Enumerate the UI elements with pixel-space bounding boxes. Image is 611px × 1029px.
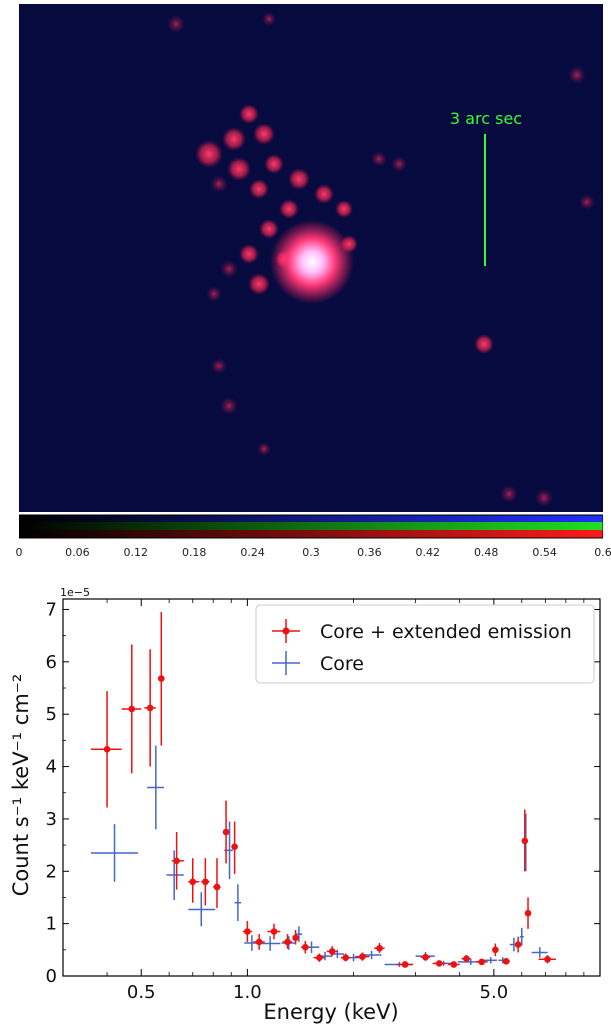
data-point bbox=[521, 809, 529, 872]
data-point bbox=[171, 832, 184, 890]
colorbar-tick-label: 0.42 bbox=[416, 546, 441, 559]
colorbar-red-channel bbox=[19, 530, 603, 538]
data-point bbox=[90, 691, 122, 808]
data-point bbox=[188, 858, 200, 903]
colorbar-tick-label: 0.6 bbox=[594, 546, 611, 559]
data-point bbox=[432, 960, 446, 967]
data-point bbox=[355, 952, 370, 961]
data-point bbox=[144, 649, 156, 767]
scale-bar-label: 3 arc sec bbox=[450, 109, 522, 128]
data-point bbox=[253, 934, 265, 950]
data-point bbox=[492, 943, 499, 957]
y-offset-label: 1e−5 bbox=[60, 586, 90, 599]
data-point bbox=[519, 927, 524, 946]
data-point bbox=[282, 934, 293, 949]
data-point bbox=[231, 821, 238, 874]
series-core bbox=[90, 745, 548, 968]
data-point bbox=[295, 926, 303, 942]
y-tick-label: 3 bbox=[46, 809, 57, 830]
x-axis-label: Energy (keV) bbox=[263, 1000, 398, 1024]
data-point bbox=[461, 955, 471, 963]
colorbar-green-channel bbox=[19, 522, 603, 530]
data-point bbox=[447, 961, 460, 968]
y-tick-label: 1 bbox=[46, 914, 57, 935]
data-point bbox=[157, 612, 165, 746]
series-core-extended bbox=[90, 612, 556, 968]
data-point bbox=[242, 921, 252, 942]
colorbar-tick-label: 0.54 bbox=[532, 546, 557, 559]
colorbar-tick-label: 0.24 bbox=[240, 546, 265, 559]
data-point bbox=[301, 940, 310, 954]
colorbar-ticks: 0 0.06 0.12 0.18 0.24 0.3 0.36 0.42 0.48 0.54 0.6 bbox=[16, 546, 611, 559]
data-point bbox=[166, 850, 184, 901]
data-point bbox=[420, 953, 431, 961]
data-point bbox=[396, 961, 414, 968]
data-point bbox=[476, 958, 488, 966]
spectrum-chart: 0 1 2 3 4 5 6 7 0.5 1.0 5.0 1e−5 Energy (keV) Coun… bbox=[9, 586, 601, 1024]
colorbar-tick-label: 0.06 bbox=[65, 546, 90, 559]
legend: Core + extended emission Core bbox=[255, 604, 595, 684]
data-point bbox=[502, 958, 510, 965]
data-point bbox=[267, 923, 281, 940]
data-point bbox=[524, 897, 532, 929]
plot-frame bbox=[62, 598, 601, 977]
data-point bbox=[90, 824, 139, 882]
diffuse-emission bbox=[167, 12, 595, 507]
data-point bbox=[313, 953, 325, 962]
x-tick-label: 1.0 bbox=[233, 982, 262, 1003]
data-point bbox=[531, 947, 548, 958]
data-point bbox=[234, 884, 242, 922]
xray-image-panel: 3 arc sec bbox=[19, 4, 603, 512]
y-tick-label: 2 bbox=[46, 861, 57, 882]
legend-marker-core bbox=[272, 651, 300, 675]
data-point bbox=[340, 953, 351, 962]
y-tick-label: 4 bbox=[46, 757, 57, 778]
colorbar-blue-channel bbox=[19, 515, 603, 522]
colorbar-tick-label: 0.36 bbox=[357, 546, 382, 559]
legend-marker-core-extended bbox=[272, 619, 300, 643]
colorbar bbox=[18, 514, 604, 540]
legend-label-core-extended: Core + extended emission bbox=[320, 621, 572, 643]
y-tick-label: 7 bbox=[46, 599, 57, 620]
data-point bbox=[201, 858, 210, 906]
colorbar-tick-label: 0 bbox=[16, 546, 23, 559]
y-tick-label: 6 bbox=[46, 652, 57, 673]
data-point bbox=[261, 936, 281, 951]
x-tick-label: 5.0 bbox=[480, 982, 509, 1003]
data-point bbox=[514, 936, 522, 953]
data-point bbox=[121, 644, 142, 774]
colorbar-tick-label: 0.12 bbox=[124, 546, 149, 559]
data-point bbox=[188, 892, 216, 927]
colorbar-tick-label: 0.3 bbox=[302, 546, 320, 559]
x-tick-label: 0.5 bbox=[127, 982, 156, 1003]
data-point bbox=[147, 745, 164, 830]
data-point bbox=[292, 929, 299, 945]
y-tick-label: 5 bbox=[46, 704, 57, 725]
y-axis-label: Count s⁻¹ keV⁻¹ cm⁻² bbox=[9, 674, 33, 897]
legend-box bbox=[255, 604, 595, 684]
y-tick-label: 0 bbox=[46, 966, 57, 987]
data-point bbox=[222, 800, 230, 864]
data-point bbox=[374, 943, 385, 953]
legend-label-core: Core bbox=[320, 653, 364, 675]
xray-image: 3 arc sec bbox=[167, 12, 595, 507]
data-point bbox=[213, 858, 221, 908]
data-point bbox=[538, 955, 556, 964]
data-point bbox=[326, 946, 338, 957]
data-point bbox=[484, 957, 497, 964]
colorbar-tick-label: 0.48 bbox=[474, 546, 499, 559]
bright-core bbox=[270, 220, 354, 304]
colorbar-tick-label: 0.18 bbox=[182, 546, 207, 559]
